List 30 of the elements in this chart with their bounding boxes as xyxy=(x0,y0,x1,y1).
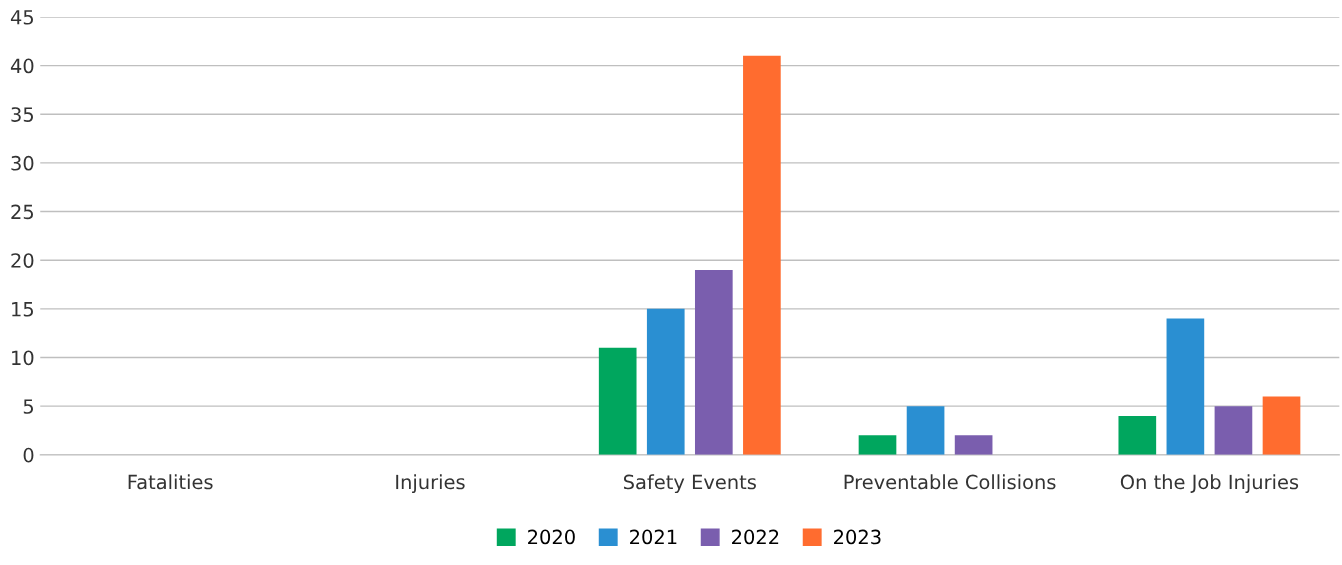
legend-label: 2021 xyxy=(630,529,677,545)
y-tick-label: 0 xyxy=(23,447,34,463)
y-tick-label: 10 xyxy=(12,350,34,366)
x-tick-label: Safety Events xyxy=(623,474,756,494)
legend-label: 2022 xyxy=(732,529,779,545)
y-tick-label: 15 xyxy=(12,302,34,317)
bar xyxy=(646,308,685,455)
y-tick-label: 45 xyxy=(10,10,34,25)
bar xyxy=(1118,415,1157,455)
bar xyxy=(1214,406,1253,455)
bar xyxy=(954,435,993,455)
legend-label: 2020 xyxy=(528,529,575,545)
x-tick-label: Preventable Collisions xyxy=(844,474,1056,490)
legend-label: 2023 xyxy=(834,529,881,545)
bar xyxy=(743,55,781,455)
x-tick-label: Fatalities xyxy=(128,474,213,490)
bar xyxy=(1262,396,1301,455)
bar xyxy=(906,406,945,455)
y-tick-label: 40 xyxy=(10,58,34,74)
bar xyxy=(858,435,897,455)
x-tick-label: On the Job Injuries xyxy=(1120,474,1299,494)
y-tick-label: 25 xyxy=(11,204,34,220)
bar xyxy=(694,269,733,455)
y-tick-label: 30 xyxy=(11,155,34,171)
y-tick-label: 5 xyxy=(23,399,34,414)
bar xyxy=(598,347,637,455)
bar xyxy=(1166,318,1205,455)
x-tick-label: Injuries xyxy=(396,474,465,494)
y-tick-label: 20 xyxy=(11,253,34,268)
y-tick-label: 35 xyxy=(11,107,34,122)
